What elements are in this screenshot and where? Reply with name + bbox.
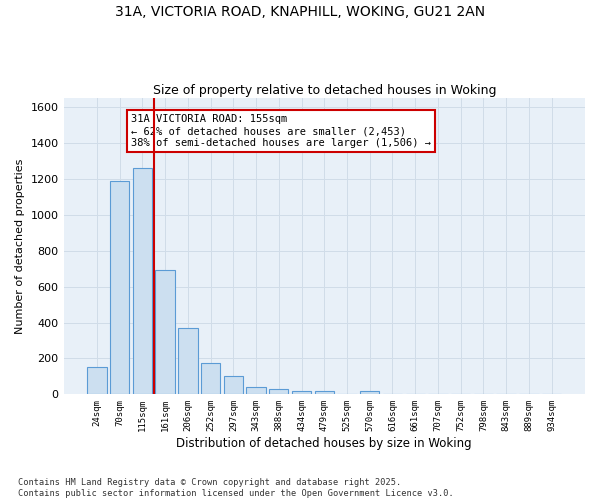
Bar bbox=[201, 363, 220, 394]
Y-axis label: Number of detached properties: Number of detached properties bbox=[15, 158, 25, 334]
Bar bbox=[247, 387, 266, 394]
Bar bbox=[87, 368, 107, 394]
Bar bbox=[292, 390, 311, 394]
Bar bbox=[155, 270, 175, 394]
Bar bbox=[360, 390, 379, 394]
Bar bbox=[133, 168, 152, 394]
Bar bbox=[178, 328, 197, 394]
Text: Contains HM Land Registry data © Crown copyright and database right 2025.
Contai: Contains HM Land Registry data © Crown c… bbox=[18, 478, 454, 498]
Text: 31A VICTORIA ROAD: 155sqm
← 62% of detached houses are smaller (2,453)
38% of se: 31A VICTORIA ROAD: 155sqm ← 62% of detac… bbox=[131, 114, 431, 148]
Bar bbox=[314, 390, 334, 394]
Title: Size of property relative to detached houses in Woking: Size of property relative to detached ho… bbox=[152, 84, 496, 97]
X-axis label: Distribution of detached houses by size in Woking: Distribution of detached houses by size … bbox=[176, 437, 472, 450]
Bar bbox=[110, 180, 130, 394]
Bar bbox=[269, 389, 289, 394]
Bar bbox=[224, 376, 243, 394]
Text: 31A, VICTORIA ROAD, KNAPHILL, WOKING, GU21 2AN: 31A, VICTORIA ROAD, KNAPHILL, WOKING, GU… bbox=[115, 5, 485, 19]
